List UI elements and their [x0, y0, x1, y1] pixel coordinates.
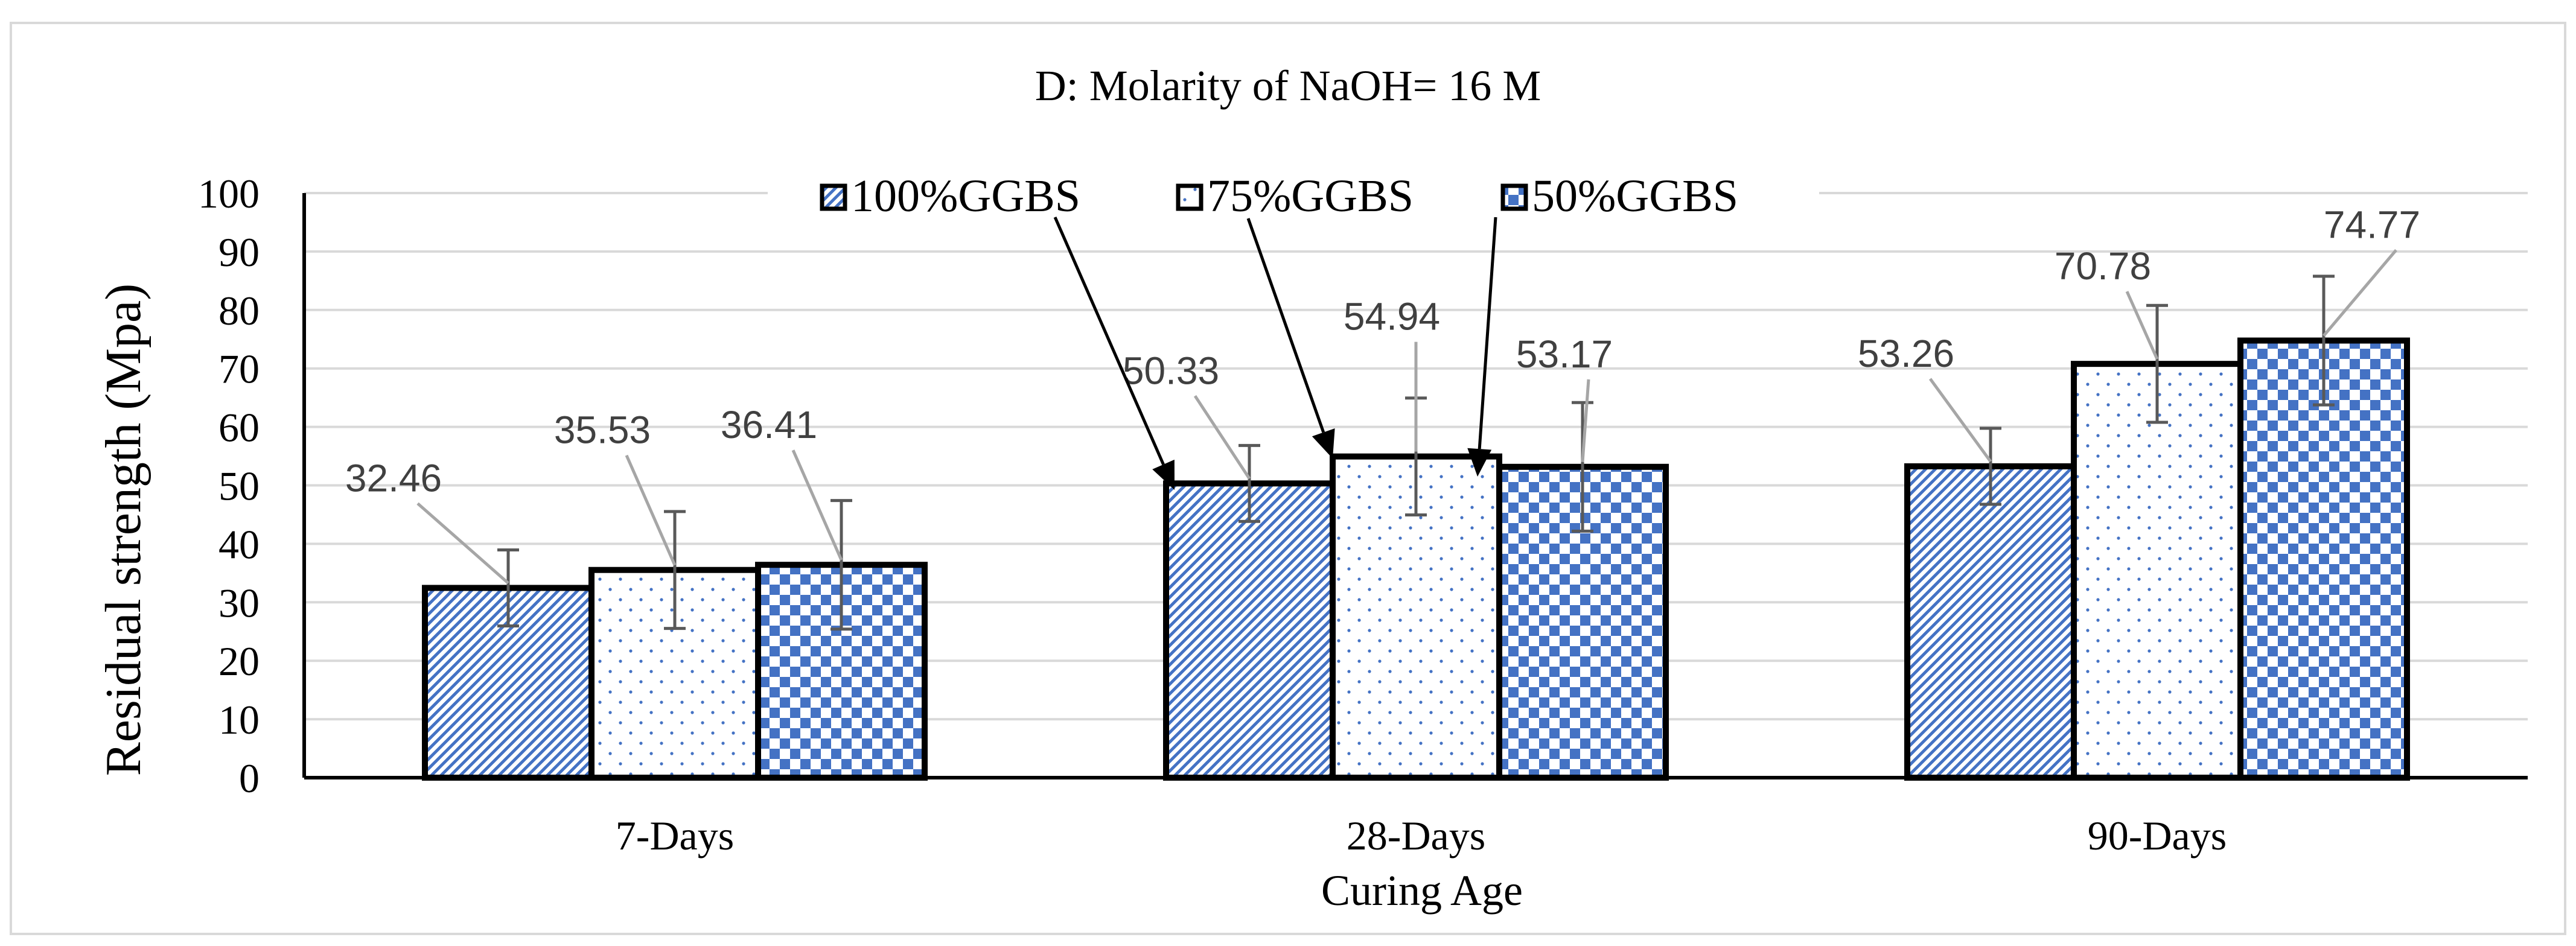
y-tick-label: 0 — [239, 755, 260, 801]
legend-arrow — [1467, 217, 1497, 477]
x-tick-label: 90-Days — [2088, 813, 2227, 859]
label-leaders — [416, 249, 2397, 585]
data-label: 53.17 — [1516, 332, 1613, 376]
y-tick-label: 100 — [198, 171, 260, 217]
y-tick-label: 30 — [218, 580, 260, 626]
y-tick-label: 50 — [218, 463, 260, 509]
label-leader — [1193, 395, 1251, 480]
legend-arrow — [1053, 216, 1175, 490]
y-tick-label: 20 — [218, 638, 260, 684]
y-tick-label: 10 — [218, 697, 260, 743]
error-bar — [831, 499, 852, 631]
label-leader — [1581, 379, 1590, 462]
error-bar — [1572, 401, 1593, 533]
legend-swatch — [1176, 183, 1204, 211]
data-labels: 32.46 35.53 36.41 50.33 54.94 53.17 53.26 70.78… — [345, 203, 2420, 500]
data-label: 53.26 — [1858, 332, 1954, 375]
label-leader — [2125, 291, 2159, 360]
y-tick-label: 60 — [218, 405, 260, 451]
data-label: 74.77 — [2324, 203, 2420, 246]
label-leader — [416, 502, 509, 585]
legend-arrow — [1246, 218, 1335, 459]
chart-title: D: Molarity of NaOH= 16 M — [1035, 62, 1541, 110]
error-bar — [497, 548, 519, 627]
legend: 100%GGBS 75%GGBS 50%GGBS — [768, 170, 1819, 221]
label-leader — [2323, 249, 2397, 337]
data-label: 32.46 — [345, 456, 442, 500]
legend-swatch — [1500, 183, 1528, 211]
error-bar — [1980, 427, 2001, 506]
error-bar — [664, 510, 686, 630]
error-bars — [497, 275, 2335, 631]
data-label: 70.78 — [2055, 244, 2151, 288]
label-leader — [791, 449, 843, 561]
x-tick-label: 28-Days — [1347, 813, 1485, 859]
label-leader — [625, 454, 677, 566]
data-label: 36.41 — [721, 403, 817, 446]
error-bar — [2313, 275, 2335, 407]
x-axis-label: Curing Age — [1321, 866, 1523, 915]
error-bar — [2146, 303, 2168, 424]
legend-swatch — [820, 183, 847, 211]
y-tick-label: 80 — [218, 288, 260, 334]
data-label: 54.94 — [1344, 295, 1440, 338]
legend-entry: 75%GGBS — [1207, 171, 1414, 221]
bar — [1163, 480, 1336, 781]
y-tick-labels: 0 10 20 30 40 50 60 70 80 90 100 — [198, 171, 260, 801]
y-tick-label: 90 — [218, 229, 260, 275]
x-tick-label: 7-Days — [616, 813, 734, 859]
legend-background — [768, 170, 1819, 216]
y-axis-label: Residual strength (Mpa) — [95, 284, 151, 776]
legend-entry: 50%GGBS — [1532, 171, 1738, 221]
data-label: 50.33 — [1123, 349, 1219, 392]
label-leader — [1928, 378, 1992, 463]
legend-arrows — [1053, 216, 1497, 490]
y-tick-label: 70 — [218, 346, 260, 392]
error-bar — [1239, 443, 1260, 523]
y-tick-label: 40 — [218, 521, 260, 567]
bar — [1904, 463, 2077, 781]
x-tick-labels: 7-Days 28-Days 90-Days — [616, 813, 2227, 859]
bar — [2071, 361, 2243, 781]
data-label: 35.53 — [554, 408, 651, 452]
bar — [2237, 337, 2410, 781]
legend-entry: 100%GGBS — [851, 171, 1080, 221]
